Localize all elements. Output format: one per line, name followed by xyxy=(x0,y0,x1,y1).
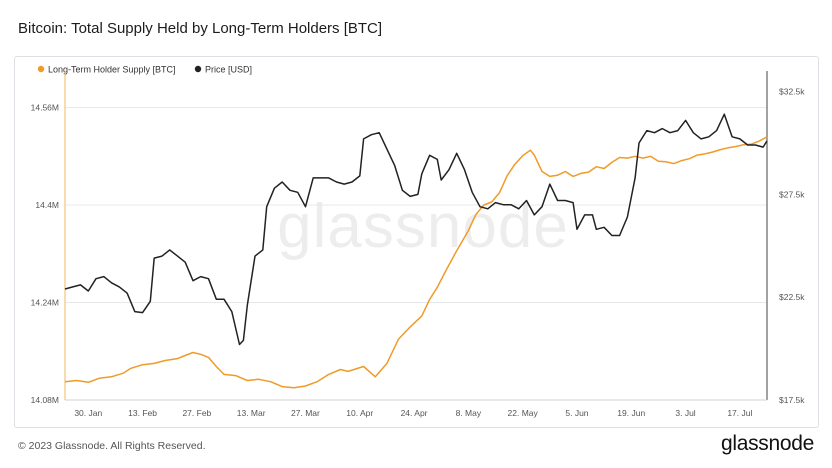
page-title: Bitcoin: Total Supply Held by Long-Term … xyxy=(18,20,383,37)
y-right-tick-label: $32.5k xyxy=(779,87,805,97)
legend: Long-Term Holder Supply [BTC] Price [USD… xyxy=(37,65,252,75)
x-tick-label: 27. Feb xyxy=(182,408,211,418)
legend-item-price[interactable]: Price [USD] xyxy=(194,65,252,75)
y-right-tick-label: $27.5k xyxy=(779,189,805,199)
legend-label-lth-supply: Long-Term Holder Supply [BTC] xyxy=(48,65,176,75)
series xyxy=(64,113,768,389)
series-line-lth-supply xyxy=(64,136,768,389)
y-left-tick-label: 14.4M xyxy=(35,200,59,210)
x-tick-label: 17. Jul xyxy=(727,408,752,418)
x-tick-label: 30. Jan xyxy=(74,408,102,418)
x-tick-label: 10. Apr xyxy=(346,408,373,418)
x-tick-label: 13. Mar xyxy=(237,408,266,418)
y-left-tick-label: 14.24M xyxy=(31,298,59,308)
legend-marker-lth-supply xyxy=(37,65,45,73)
legend-marker-price xyxy=(194,65,202,73)
brand-logo: glassnode xyxy=(720,432,814,455)
y-left-tick-label: 14.56M xyxy=(31,103,59,113)
watermark: glassnode xyxy=(277,192,569,261)
copyright: © 2023 Glassnode. All Rights Reserved. xyxy=(18,440,206,452)
x-tick-label: 8. May xyxy=(456,408,482,418)
x-tick-label: 22. May xyxy=(508,408,539,418)
axes: 14.08M 14.24M 14.4M 14.56M $17.5k $22.5k $27.5… xyxy=(31,71,805,418)
x-tick-label: 19. Jun xyxy=(617,408,645,418)
x-tick-label: 27. Mar xyxy=(291,408,320,418)
chart-svg: Long-Term Holder Supply [BTC] Price [USD… xyxy=(31,65,806,419)
x-tick-label: 13. Feb xyxy=(128,408,157,418)
legend-label-price: Price [USD] xyxy=(205,65,252,75)
x-tick-label: 24. Apr xyxy=(401,408,428,418)
y-right-tick-label: $22.5k xyxy=(779,292,805,302)
chart-panel: Long-Term Holder Supply [BTC] Price [USD… xyxy=(14,56,819,428)
x-tick-label: 3. Jul xyxy=(675,408,695,418)
x-tick-label: 5. Jun xyxy=(565,408,588,418)
series-line-price xyxy=(64,113,768,346)
y-left-tick-label: 14.08M xyxy=(31,395,59,405)
legend-item-lth-supply[interactable]: Long-Term Holder Supply [BTC] xyxy=(37,65,176,75)
y-right-tick-label: $17.5k xyxy=(779,395,805,405)
